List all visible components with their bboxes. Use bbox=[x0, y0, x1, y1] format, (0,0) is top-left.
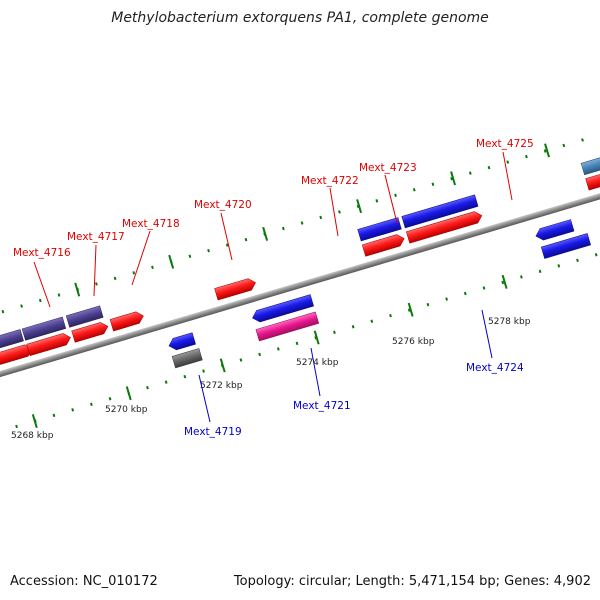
forward-inner-row bbox=[0, 165, 600, 370]
leader-line bbox=[481, 309, 493, 359]
major-tick bbox=[31, 414, 38, 429]
label-mext-4720[interactable]: Mext_4720 bbox=[194, 199, 252, 211]
cds-mext-4716-b[interactable] bbox=[26, 332, 73, 357]
topology-text: Topology: circular; Length: 5,471,154 bp… bbox=[233, 574, 591, 589]
scale-label-5270: 5270 kbp bbox=[105, 405, 148, 415]
gene-mext-4725-steelblue[interactable] bbox=[580, 149, 600, 176]
major-tick bbox=[356, 199, 363, 214]
major-tick bbox=[544, 143, 550, 158]
cds-mext-4721[interactable] bbox=[251, 294, 314, 324]
leader-line bbox=[502, 151, 513, 201]
scale-label-5274: 5274 kbp bbox=[296, 358, 339, 368]
leader-line bbox=[384, 174, 398, 224]
forward-tick-row bbox=[0, 134, 598, 319]
gene-mext-4717-purple[interactable] bbox=[65, 305, 104, 328]
reverse-outer-row bbox=[171, 233, 591, 369]
leader-line bbox=[131, 230, 151, 286]
major-tick bbox=[450, 171, 457, 186]
major-tick bbox=[262, 226, 269, 241]
reverse-tick-row bbox=[15, 243, 600, 429]
label-mext-4719[interactable]: Mext_4719 bbox=[184, 426, 242, 438]
forward-gene-labels: Mext_4716 Mext_4717 Mext_4718 Mext_4720 … bbox=[13, 138, 534, 308]
scale-label-5272: 5272 kbp bbox=[200, 381, 243, 391]
leader-line bbox=[198, 374, 211, 423]
reverse-inner-row bbox=[167, 219, 575, 352]
gene-mext-4721-magenta[interactable] bbox=[255, 311, 320, 342]
label-mext-4725[interactable]: Mext_4725 bbox=[476, 138, 534, 150]
major-tick bbox=[168, 254, 175, 269]
label-mext-4718[interactable]: Mext_4718 bbox=[122, 218, 180, 230]
major-tick bbox=[125, 386, 132, 401]
major-tick bbox=[407, 302, 414, 317]
leader-line bbox=[310, 347, 321, 397]
cds-mext-4717[interactable] bbox=[71, 321, 110, 343]
genome-backbone bbox=[0, 183, 600, 383]
gene-mext-4722-blue[interactable] bbox=[357, 217, 402, 242]
scale-label-5276: 5276 kbp bbox=[392, 337, 435, 347]
label-mext-4717[interactable]: Mext_4717 bbox=[67, 231, 125, 243]
leader-line bbox=[93, 244, 97, 297]
major-tick bbox=[219, 358, 226, 373]
gene-mext-4724-blue[interactable] bbox=[540, 233, 591, 259]
major-tick bbox=[501, 274, 508, 289]
major-tick bbox=[313, 330, 320, 345]
map-title: Methylobacterium extorquens PA1, complet… bbox=[111, 10, 489, 26]
scale-labels: 5268 kbp 5270 kbp 5272 kbp 5274 kbp 5276… bbox=[11, 317, 531, 441]
label-mext-4723[interactable]: Mext_4723 bbox=[359, 162, 417, 174]
label-mext-4722[interactable]: Mext_4722 bbox=[301, 175, 359, 187]
scale-label-5278: 5278 kbp bbox=[488, 317, 531, 327]
leader-line bbox=[329, 187, 339, 237]
gene-mext-4716-purple-a[interactable] bbox=[0, 329, 24, 354]
cds-mext-4722[interactable] bbox=[361, 233, 406, 257]
major-tick bbox=[74, 282, 81, 297]
cds-mext-4720[interactable] bbox=[214, 277, 258, 301]
scale-label-5268: 5268 kbp bbox=[11, 431, 54, 441]
cds-mext-4724[interactable] bbox=[534, 219, 575, 242]
cds-mext-4723[interactable] bbox=[406, 210, 483, 244]
gene-mext-4723-blue[interactable] bbox=[401, 194, 479, 229]
cds-mext-4718[interactable] bbox=[109, 310, 145, 332]
cds-mext-4719[interactable] bbox=[167, 332, 196, 352]
leader-line bbox=[220, 212, 233, 261]
cds-mext-4725[interactable] bbox=[585, 165, 600, 191]
gene-mext-4719-gray[interactable] bbox=[171, 348, 203, 369]
label-mext-4724[interactable]: Mext_4724 bbox=[466, 362, 524, 374]
gene-mext-4716-purple-b[interactable] bbox=[21, 316, 67, 341]
label-mext-4716[interactable]: Mext_4716 bbox=[13, 247, 71, 259]
leader-line bbox=[33, 261, 51, 308]
accession-text: Accession: NC_010172 bbox=[10, 574, 158, 589]
reverse-gene-labels: Mext_4719 Mext_4721 Mext_4724 bbox=[184, 309, 524, 438]
label-mext-4721[interactable]: Mext_4721 bbox=[293, 400, 351, 412]
forward-outer-row bbox=[0, 149, 600, 354]
